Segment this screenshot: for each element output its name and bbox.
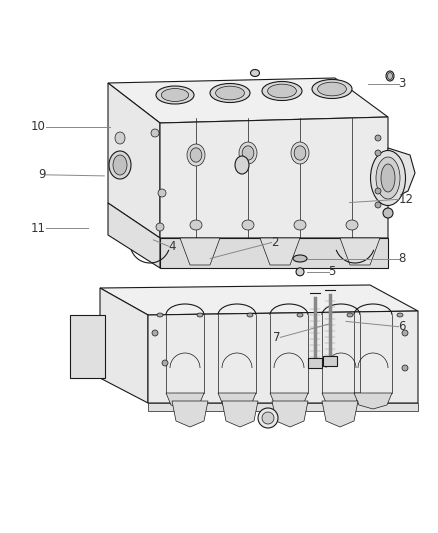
- Text: 5: 5: [328, 265, 336, 278]
- Ellipse shape: [156, 223, 164, 231]
- Ellipse shape: [161, 88, 189, 101]
- Ellipse shape: [190, 220, 202, 230]
- Polygon shape: [218, 393, 256, 409]
- Polygon shape: [340, 238, 380, 265]
- Polygon shape: [70, 315, 105, 378]
- Ellipse shape: [397, 313, 403, 317]
- Ellipse shape: [151, 129, 159, 137]
- Ellipse shape: [251, 69, 259, 77]
- Ellipse shape: [197, 313, 203, 317]
- Ellipse shape: [293, 255, 307, 262]
- Ellipse shape: [242, 220, 254, 230]
- Text: 12: 12: [399, 193, 413, 206]
- Text: 3: 3: [399, 77, 406, 90]
- Ellipse shape: [346, 220, 358, 230]
- Polygon shape: [160, 238, 388, 268]
- Polygon shape: [323, 356, 337, 366]
- Ellipse shape: [402, 330, 408, 336]
- Polygon shape: [160, 117, 388, 238]
- Ellipse shape: [152, 330, 158, 336]
- Ellipse shape: [262, 82, 302, 101]
- Polygon shape: [108, 203, 160, 268]
- Polygon shape: [148, 311, 418, 403]
- Ellipse shape: [242, 146, 254, 160]
- Text: 9: 9: [39, 168, 46, 181]
- Polygon shape: [100, 285, 418, 315]
- Text: 6: 6: [399, 320, 406, 333]
- Text: 11: 11: [31, 222, 46, 235]
- Ellipse shape: [156, 86, 194, 104]
- Ellipse shape: [115, 132, 125, 144]
- Ellipse shape: [210, 84, 250, 102]
- Ellipse shape: [294, 220, 306, 230]
- Polygon shape: [272, 401, 308, 427]
- Ellipse shape: [190, 148, 202, 162]
- Polygon shape: [148, 403, 418, 411]
- Text: 7: 7: [273, 331, 280, 344]
- Ellipse shape: [297, 313, 303, 317]
- Ellipse shape: [158, 189, 166, 197]
- Ellipse shape: [375, 135, 381, 141]
- Ellipse shape: [347, 313, 353, 317]
- Text: 10: 10: [31, 120, 46, 133]
- Polygon shape: [180, 238, 220, 265]
- Ellipse shape: [262, 412, 274, 424]
- Polygon shape: [388, 148, 415, 201]
- Polygon shape: [222, 401, 258, 427]
- Ellipse shape: [113, 155, 127, 175]
- Ellipse shape: [376, 157, 400, 199]
- Polygon shape: [100, 288, 148, 403]
- Polygon shape: [172, 401, 208, 427]
- Ellipse shape: [388, 72, 392, 79]
- Polygon shape: [260, 238, 300, 265]
- Text: 8: 8: [399, 252, 406, 265]
- Polygon shape: [108, 83, 160, 238]
- Ellipse shape: [187, 144, 205, 166]
- Polygon shape: [322, 393, 360, 409]
- Ellipse shape: [375, 202, 381, 208]
- Polygon shape: [108, 78, 388, 123]
- Ellipse shape: [247, 313, 253, 317]
- Ellipse shape: [294, 146, 306, 160]
- Text: 4: 4: [169, 240, 176, 253]
- Ellipse shape: [157, 313, 163, 317]
- Ellipse shape: [375, 188, 381, 194]
- Ellipse shape: [162, 360, 168, 366]
- Ellipse shape: [371, 150, 406, 206]
- Polygon shape: [308, 358, 322, 368]
- Ellipse shape: [239, 142, 257, 164]
- Ellipse shape: [402, 365, 408, 371]
- Ellipse shape: [268, 84, 297, 98]
- Ellipse shape: [258, 408, 278, 428]
- Ellipse shape: [381, 164, 395, 192]
- Ellipse shape: [296, 268, 304, 276]
- Text: 2: 2: [272, 236, 279, 249]
- Ellipse shape: [215, 86, 244, 100]
- Polygon shape: [354, 393, 392, 409]
- Polygon shape: [322, 401, 358, 427]
- Ellipse shape: [109, 151, 131, 179]
- Ellipse shape: [383, 208, 393, 218]
- Ellipse shape: [235, 156, 249, 174]
- Polygon shape: [270, 393, 308, 409]
- Ellipse shape: [318, 82, 346, 96]
- Ellipse shape: [386, 71, 394, 81]
- Ellipse shape: [291, 142, 309, 164]
- Ellipse shape: [312, 79, 352, 99]
- Polygon shape: [166, 393, 204, 409]
- Ellipse shape: [375, 150, 381, 156]
